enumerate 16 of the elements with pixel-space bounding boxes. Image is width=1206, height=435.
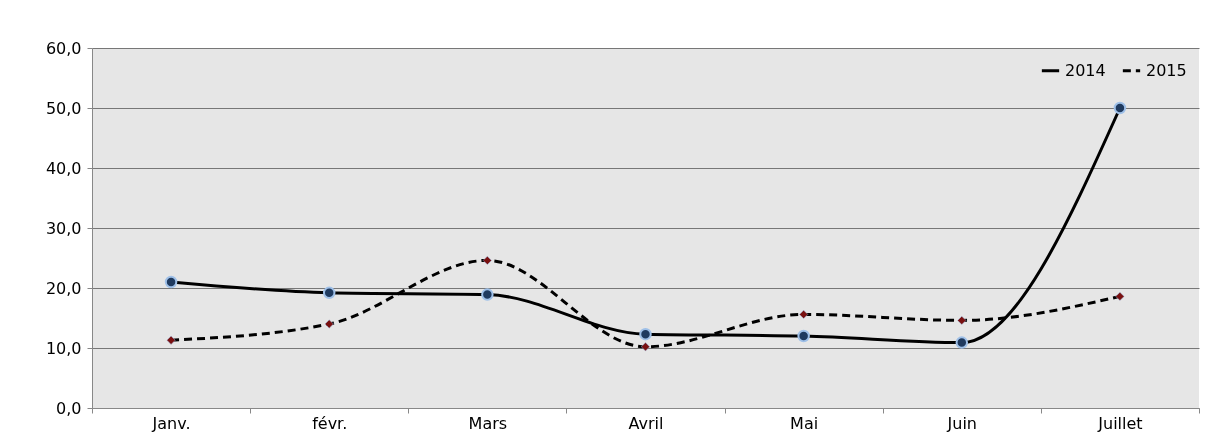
y-tick-label: 40,0 — [45, 158, 82, 178]
x-tick-label: Mars — [468, 413, 508, 433]
legend-label: 2014 — [1065, 60, 1106, 80]
y-tick-label: 0,0 — [56, 398, 82, 418]
y-tick-label: 30,0 — [45, 218, 82, 238]
legend-label: 2015 — [1146, 60, 1187, 80]
x-tick-label: févr. — [312, 413, 348, 433]
x-tick-label: Avril — [628, 413, 664, 433]
y-tick-label: 20,0 — [45, 278, 82, 298]
x-tick-label: Mai — [790, 413, 819, 433]
x-tick-label: Juillet — [1097, 413, 1143, 433]
y-tick-label: 60,0 — [45, 38, 82, 58]
x-tick-label: Janv. — [151, 413, 191, 433]
y-tick-label: 50,0 — [45, 98, 82, 118]
x-tick-label: Juin — [946, 413, 978, 433]
y-tick-label: 10,0 — [45, 338, 82, 358]
